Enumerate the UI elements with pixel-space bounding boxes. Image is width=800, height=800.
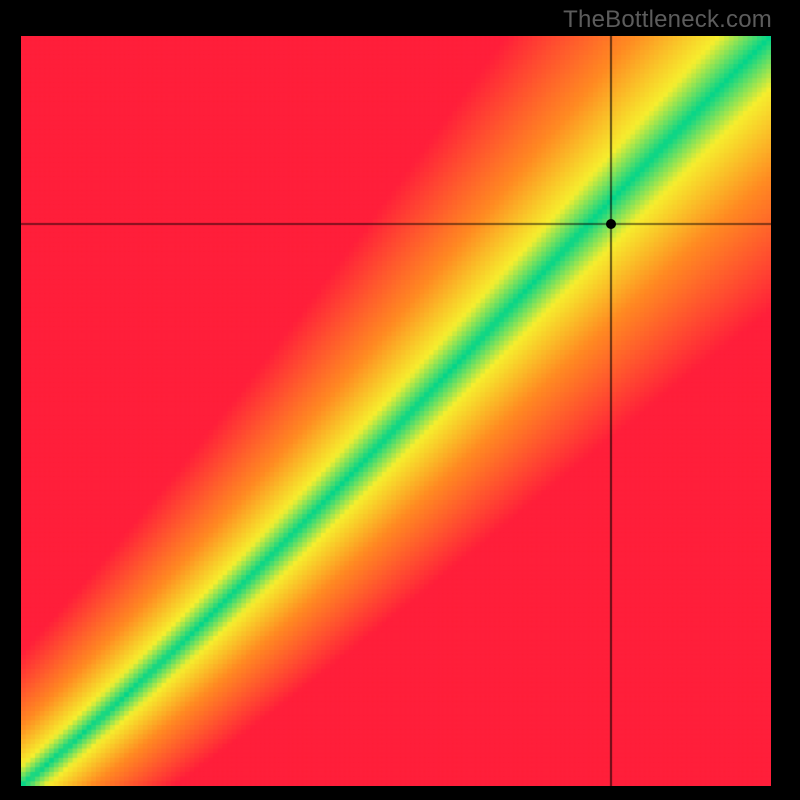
watermark-text: TheBottleneck.com: [563, 6, 772, 34]
crosshair-overlay: [21, 36, 771, 786]
bottleneck-heatmap-container: { "watermark": "TheBottleneck.com", "lay…: [0, 0, 800, 800]
